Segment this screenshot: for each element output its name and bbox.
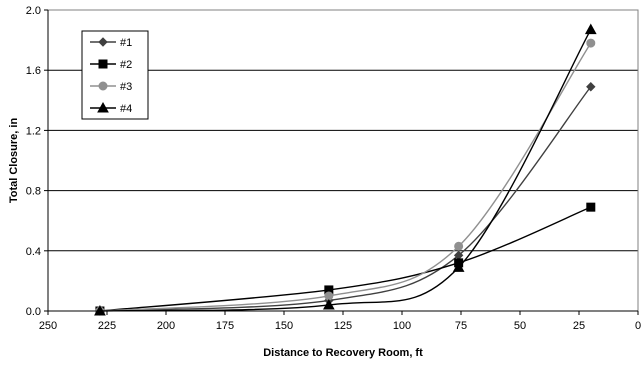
x-tick-label: 125	[334, 320, 352, 332]
series-4-point	[322, 298, 335, 310]
series-2-line	[99, 206, 592, 312]
x-tick-label: 175	[216, 320, 234, 332]
series-4	[94, 23, 597, 316]
legend: #1 #2 #3 #4	[81, 30, 149, 120]
series-1-point	[586, 82, 596, 92]
series-3-point	[454, 241, 464, 251]
y-tick-label: 0.0	[26, 306, 41, 318]
series-3-point	[586, 38, 596, 48]
legend-item: #4	[90, 101, 132, 115]
series-4-point	[584, 23, 597, 35]
legend-box	[81, 30, 149, 120]
series-4-line	[99, 29, 592, 312]
legend-item: #1	[90, 37, 132, 49]
legend-marker	[97, 101, 109, 113]
series-3-line	[99, 42, 592, 312]
series-3	[95, 38, 596, 316]
x-axis-title: Distance to Recovery Room, ft	[263, 347, 423, 359]
y-tick-label: 2.0	[26, 5, 41, 17]
legend-label: #3	[120, 81, 132, 93]
legend-marker	[98, 59, 108, 69]
series-3-point	[324, 291, 334, 301]
x-tick-label: 200	[157, 320, 175, 332]
series-4-point	[452, 261, 465, 272]
y-tick-label: 1.6	[26, 65, 41, 77]
y-tick-label: 0.8	[26, 186, 41, 198]
legend-marker	[98, 37, 108, 47]
y-tick-label: 0.4	[26, 246, 41, 258]
legend-item: #3	[90, 81, 132, 93]
legend-label: #1	[120, 37, 132, 49]
legend-label: #4	[120, 103, 132, 115]
x-tick-label: 250	[39, 320, 57, 332]
y-axis-title: Total Closure, in	[8, 118, 20, 204]
x-tick-label: 75	[455, 320, 467, 332]
x-tick-label: 0	[635, 320, 641, 332]
x-tick-label: 100	[393, 320, 411, 332]
x-tick-label: 50	[514, 320, 526, 332]
series-layer	[94, 23, 597, 316]
legend-label: #2	[120, 59, 132, 71]
x-tick-label: 25	[573, 320, 585, 332]
legend-marker	[98, 81, 108, 91]
y-tick-label: 1.2	[26, 125, 41, 137]
legend-item: #2	[90, 59, 132, 71]
x-tick-label: 225	[98, 320, 116, 332]
series-1	[95, 82, 596, 316]
x-tick-label: 150	[275, 320, 293, 332]
series-1-line	[99, 86, 592, 312]
series-2-point	[586, 202, 596, 212]
